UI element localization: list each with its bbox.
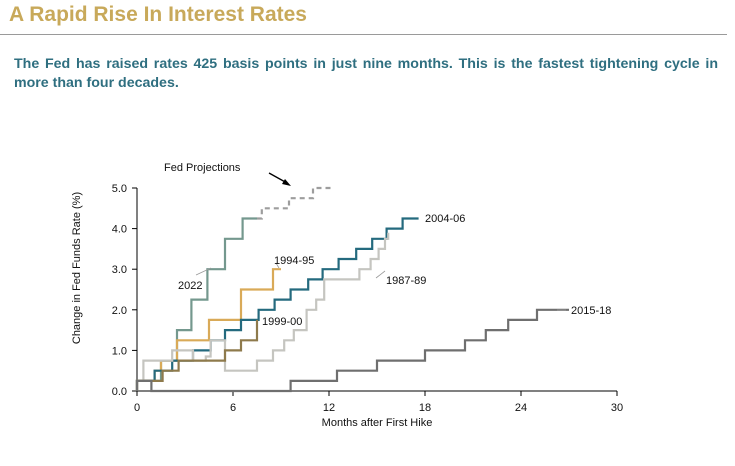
- series-label-2004-06: 2004-06: [425, 213, 465, 225]
- x-tick-label: 0: [134, 402, 140, 414]
- y-tick-label: 2.0: [112, 305, 127, 317]
- page-title: A Rapid Rise In Interest Rates: [9, 3, 307, 26]
- x-tick-label: 30: [611, 402, 623, 414]
- y-tick-label: 3.0: [112, 264, 127, 276]
- y-tick-label: 4.0: [112, 224, 127, 236]
- series-layer: [135, 186, 569, 393]
- series-label-2015-18: 2015-18: [557, 305, 611, 317]
- series-line-2022: [135, 217, 257, 391]
- label-2015-18: 2015-18: [571, 305, 611, 317]
- x-tick-label: 6: [230, 402, 236, 414]
- x-axis-label: Months after First Hike: [322, 417, 433, 429]
- series-line-1999-00: [135, 319, 259, 391]
- title-divider: [0, 34, 727, 35]
- series-label-1999-00: 1999-00: [262, 316, 302, 328]
- y-tick-label: 1.0: [112, 345, 127, 357]
- label-1987-89: 1987-89: [386, 275, 426, 287]
- series-line-1987-89: [135, 232, 390, 391]
- y-tick-label: 5.0: [112, 183, 127, 195]
- series-line-fed-projections: [257, 186, 334, 220]
- label-2004-06: 2004-06: [425, 213, 465, 225]
- y-tick-label: 0.0: [112, 386, 127, 398]
- y-axis-label: Change in Fed Funds Rate (%): [71, 192, 83, 344]
- chart-subtitle: The Fed has raised rates 425 basis point…: [14, 56, 718, 91]
- x-tick-label: 24: [515, 402, 527, 414]
- fed-projections-label: Fed Projections: [164, 162, 241, 174]
- x-ticks: 0 6 12 18 24 30: [134, 391, 623, 414]
- series-label-1994-95: 1994-95: [274, 255, 314, 269]
- fed-projections-arrow: [268, 172, 291, 186]
- series-label-2022: 2022: [178, 267, 212, 292]
- series-line-1994-95: [135, 268, 281, 391]
- x-tick-label: 18: [419, 402, 431, 414]
- y-ticks: 0.0 1.0 2.0 3.0 4.0 5.0: [112, 183, 137, 398]
- label-1999-00: 1999-00: [262, 316, 302, 328]
- series-line-2015-18: [135, 308, 569, 393]
- label-2022: 2022: [178, 280, 202, 292]
- label-1994-95: 1994-95: [274, 255, 314, 267]
- series-label-1987-89: 1987-89: [375, 270, 426, 287]
- x-tick-label: 12: [323, 402, 335, 414]
